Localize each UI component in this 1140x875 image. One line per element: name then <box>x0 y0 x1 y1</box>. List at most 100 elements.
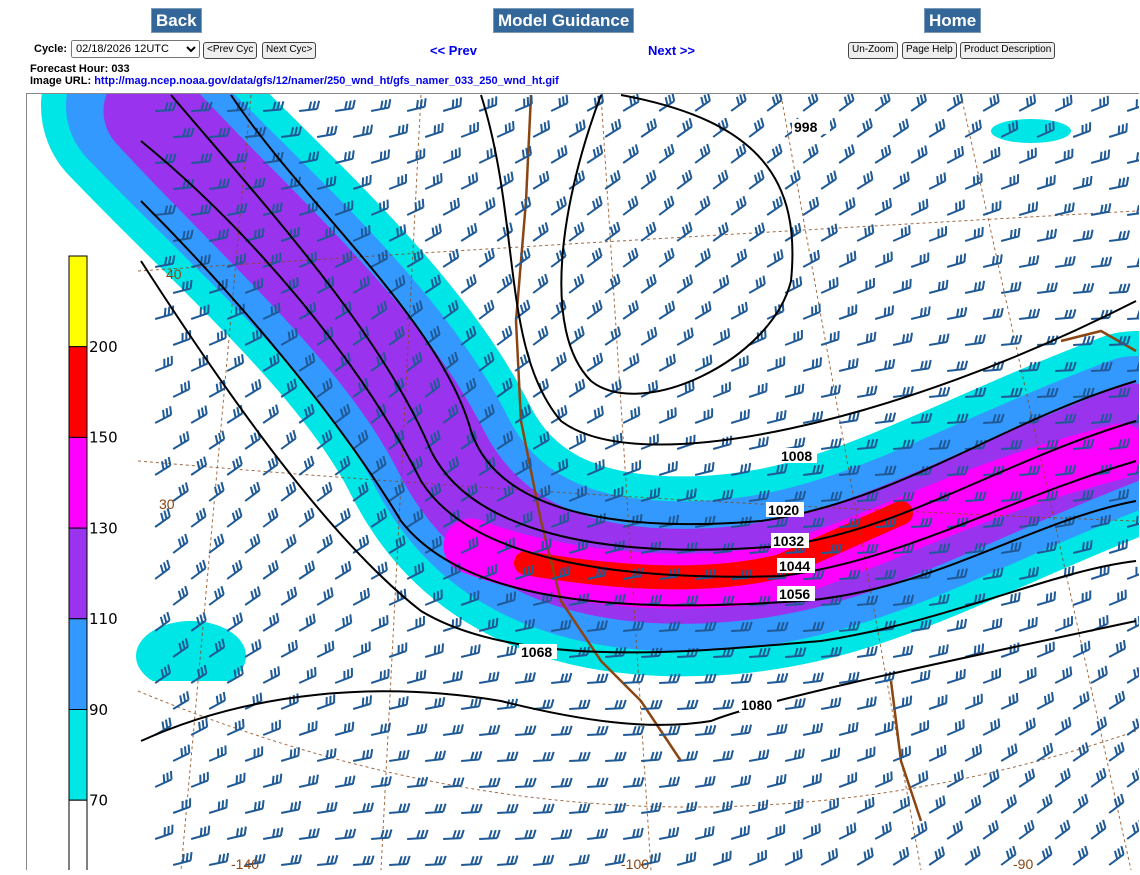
wind-barb <box>442 299 459 320</box>
wind-barb <box>316 327 334 346</box>
wind-barb <box>406 562 425 580</box>
height-contours <box>140 94 1137 742</box>
wind-barb <box>334 775 356 788</box>
wind-barb <box>730 195 747 216</box>
wind-barb <box>460 172 479 190</box>
wind-barb <box>1054 768 1071 788</box>
wind-barb <box>893 543 915 554</box>
wind-barb <box>982 769 1000 788</box>
wind-barb <box>280 639 298 658</box>
wind-barb <box>1090 149 1111 164</box>
wind-barb <box>1090 819 1107 840</box>
wind-barb <box>569 854 590 866</box>
wind-barb <box>677 647 699 658</box>
wind-barb <box>533 699 555 710</box>
wind-barb <box>874 144 892 164</box>
wind-barb <box>803 621 825 632</box>
next-link[interactable]: Next >> <box>648 43 695 58</box>
wind-barb <box>515 672 536 684</box>
wind-barb <box>1108 639 1127 658</box>
wind-barb <box>226 253 247 268</box>
wind-barb <box>244 481 261 502</box>
image-url-link[interactable]: http://mag.ncep.noaa.gov/data/gfs/12/nam… <box>94 75 559 87</box>
product-description-button[interactable]: Product Description <box>960 42 1056 59</box>
wind-barb <box>424 589 443 606</box>
wind-barb <box>695 724 717 736</box>
model-guidance-button[interactable]: Model Guidance <box>493 8 635 33</box>
forecast-hour-value: 033 <box>111 63 130 75</box>
wind-barb <box>821 646 843 658</box>
wind-barb <box>1108 589 1127 606</box>
wind-barb <box>154 508 171 528</box>
wind-barb <box>569 751 591 762</box>
cycle-select[interactable]: 02/18/2026 12UTC <box>71 40 200 58</box>
wind-barb <box>568 432 587 450</box>
home-button[interactable]: Home <box>924 8 982 33</box>
wind-barb <box>1126 614 1140 632</box>
wind-barb <box>1072 122 1092 138</box>
wind-barb <box>370 508 388 528</box>
wind-barb <box>425 803 447 814</box>
wind-barb <box>190 304 210 320</box>
wind-barb <box>389 802 411 814</box>
wind-barb <box>892 645 914 658</box>
page-help-button[interactable]: Page Help <box>902 42 957 59</box>
prev-cycle-button[interactable]: <Prev Cyc <box>203 42 258 59</box>
wind-barb <box>767 516 789 528</box>
wind-barb <box>424 429 441 450</box>
wind-barb <box>496 171 514 190</box>
wind-barb <box>802 303 821 320</box>
wind-barb <box>496 537 515 554</box>
wind-barb <box>280 277 299 294</box>
wind-barb <box>784 849 803 866</box>
wind-barb <box>929 386 951 398</box>
wind-barb <box>730 301 748 320</box>
wind-barb <box>298 667 317 684</box>
wind-barb <box>461 855 483 866</box>
wind-barb <box>928 119 946 138</box>
wind-barb <box>712 850 732 866</box>
weather-map[interactable]: 200 150 130 110 90 70 998 1008 1020 1032 1044 1056… <box>26 6 1140 875</box>
wind-barb <box>784 437 806 450</box>
wind-barb <box>155 101 177 112</box>
wind-barb <box>1054 94 1073 112</box>
wind-barb <box>370 199 389 216</box>
wind-barb <box>298 720 318 736</box>
wind-barb <box>946 307 968 320</box>
wind-barb <box>767 569 789 580</box>
wind-barb <box>622 247 639 268</box>
wind-barb <box>982 200 1002 216</box>
wind-barb <box>947 360 969 372</box>
wind-barb <box>568 593 590 606</box>
wind-barb <box>982 820 999 840</box>
wind-barb <box>875 412 897 424</box>
unzoom-button[interactable]: Un-Zoom <box>848 42 898 59</box>
wind-barb <box>334 250 353 268</box>
wind-barb <box>640 487 661 502</box>
wind-barb <box>856 746 876 762</box>
wind-barb <box>1072 640 1091 658</box>
wind-barb <box>748 117 765 138</box>
wind-barb <box>658 514 680 528</box>
wind-barb <box>1036 845 1053 866</box>
wind-barb <box>388 429 405 450</box>
wind-barb <box>766 410 787 424</box>
wind-barb <box>892 695 913 710</box>
wind-barb <box>388 482 405 502</box>
wind-barb <box>460 121 479 138</box>
wind-barb <box>982 668 1002 684</box>
wind-barb <box>641 802 662 814</box>
back-button[interactable]: Back <box>151 8 202 33</box>
wind-barb <box>1019 465 1041 476</box>
next-cycle-button[interactable]: Next Cyc> <box>262 42 317 59</box>
wind-barb <box>892 118 910 138</box>
wind-barb <box>298 151 320 164</box>
prev-link[interactable]: << Prev <box>430 43 477 58</box>
wind-barb <box>370 351 387 372</box>
wind-barb <box>893 386 914 398</box>
wind-barb <box>622 513 643 528</box>
wind-barb <box>227 152 249 164</box>
wind-barb <box>190 456 208 476</box>
wind-barb <box>424 274 442 294</box>
wind-barb <box>839 411 860 424</box>
